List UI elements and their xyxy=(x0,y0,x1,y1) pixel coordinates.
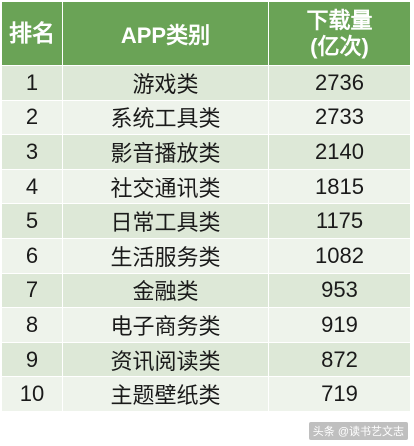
table-row: 6 生活服务类 1082 xyxy=(2,238,411,274)
table-row: 9 资讯阅读类 872 xyxy=(2,342,411,378)
downloads-cell: 872 xyxy=(269,342,411,378)
app-download-ranking-table: 排名 APP类别 下载量 (亿次) 1 游戏类 2736 2 系统工具类 273… xyxy=(2,2,411,412)
rank-cell: 5 xyxy=(2,204,63,239)
rank-cell: 8 xyxy=(2,308,63,343)
rank-cell: 2 xyxy=(2,100,63,136)
rank-cell: 1 xyxy=(2,66,63,101)
category-cell: 系统工具类 xyxy=(63,100,269,136)
downloads-cell: 1175 xyxy=(269,204,411,239)
category-cell: 金融类 xyxy=(63,273,269,309)
category-cell: 日常工具类 xyxy=(63,204,269,239)
rank-cell: 10 xyxy=(2,377,63,412)
downloads-cell: 2736 xyxy=(269,66,411,101)
table-row: 5 日常工具类 1175 xyxy=(2,204,411,239)
header-downloads-line2: (亿次) xyxy=(310,33,369,59)
header-downloads-line1: 下载量 xyxy=(306,7,373,33)
rank-cell: 4 xyxy=(2,169,63,205)
downloads-cell: 919 xyxy=(269,308,411,343)
table-header-row: 排名 APP类别 下载量 (亿次) xyxy=(2,2,411,66)
category-cell: 游戏类 xyxy=(63,66,269,101)
downloads-cell: 2140 xyxy=(269,135,411,170)
table-row: 10 主题壁纸类 719 xyxy=(2,377,411,412)
downloads-cell: 719 xyxy=(269,377,411,412)
category-cell: 电子商务类 xyxy=(63,308,269,343)
downloads-cell: 1815 xyxy=(269,169,411,205)
table-row: 8 电子商务类 919 xyxy=(2,308,411,343)
rank-cell: 3 xyxy=(2,135,63,170)
category-cell: 资讯阅读类 xyxy=(63,342,269,378)
downloads-cell: 2733 xyxy=(269,100,411,136)
header-downloads: 下载量 (亿次) xyxy=(269,2,411,66)
rank-cell: 9 xyxy=(2,342,63,378)
downloads-cell: 1082 xyxy=(269,238,411,274)
table-body: 1 游戏类 2736 2 系统工具类 2733 3 影音播放类 2140 4 社… xyxy=(2,66,411,412)
table-row: 1 游戏类 2736 xyxy=(2,66,411,101)
category-cell: 社交通讯类 xyxy=(63,169,269,205)
downloads-cell: 953 xyxy=(269,273,411,309)
table-row: 4 社交通讯类 1815 xyxy=(2,169,411,205)
category-cell: 主题壁纸类 xyxy=(63,377,269,412)
rank-cell: 6 xyxy=(2,238,63,274)
header-category: APP类别 xyxy=(63,2,269,66)
watermark: 头条 @读书艺文志 xyxy=(308,422,408,440)
rank-cell: 7 xyxy=(2,273,63,309)
category-cell: 影音播放类 xyxy=(63,135,269,170)
table-row: 2 系统工具类 2733 xyxy=(2,100,411,136)
category-cell: 生活服务类 xyxy=(63,238,269,274)
header-rank: 排名 xyxy=(2,2,63,66)
table-row: 3 影音播放类 2140 xyxy=(2,135,411,170)
table-row: 7 金融类 953 xyxy=(2,273,411,309)
